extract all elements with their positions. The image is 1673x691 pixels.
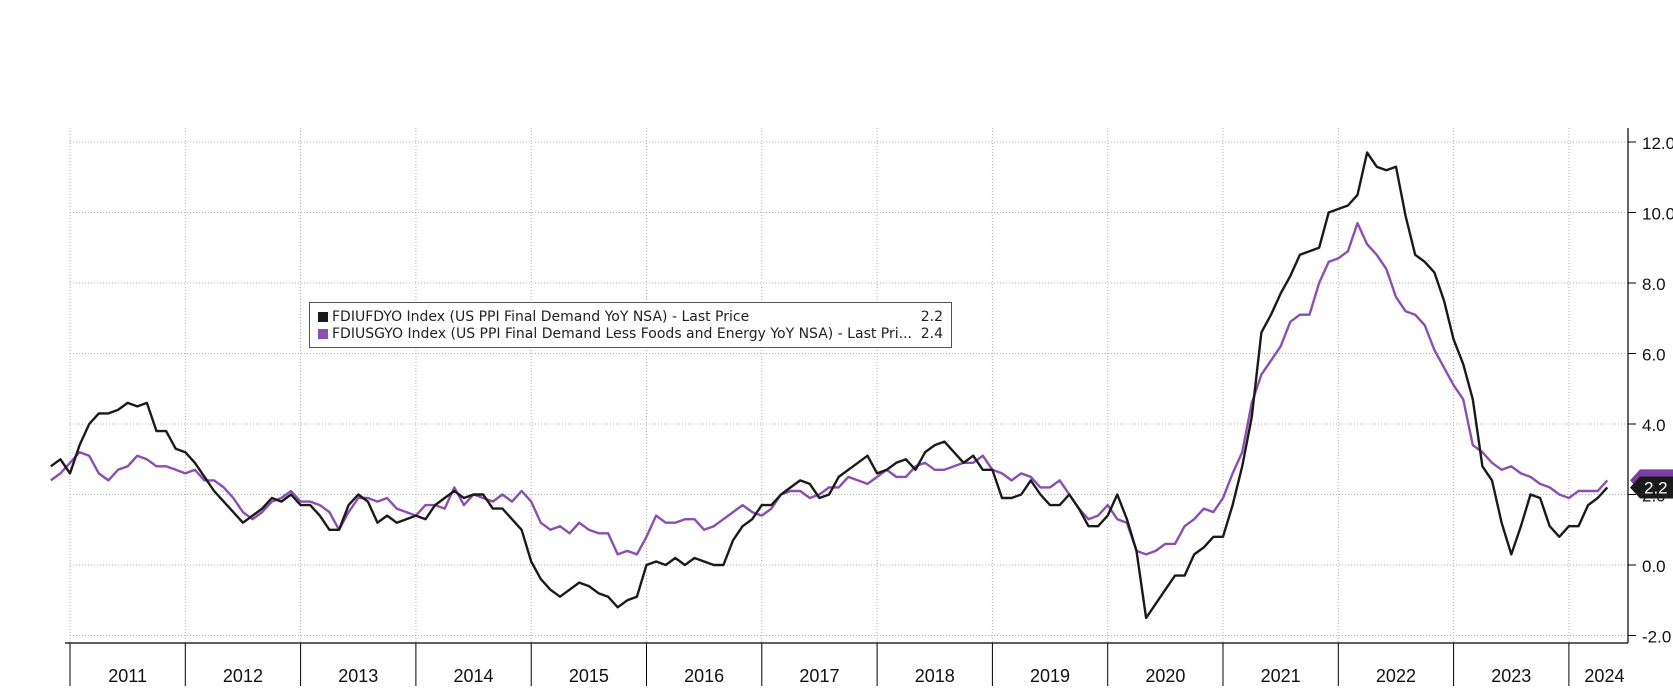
last-value-tag-series-1 bbox=[1630, 476, 1673, 499]
legend-entry-series-2: FDIUSGYO Index (US PPI Final Demand Less… bbox=[318, 325, 943, 342]
x-tick-label: 2021 bbox=[1261, 666, 1301, 686]
y-tick-label: 12.0 bbox=[1642, 134, 1673, 153]
legend-label-series-2: FDIUSGYO Index (US PPI Final Demand Less… bbox=[332, 325, 912, 342]
y-tick-label: 0.0 bbox=[1642, 557, 1666, 576]
series-line-2 bbox=[50, 221, 1609, 556]
legend-swatch-series-1 bbox=[318, 311, 328, 322]
legend-entry-series-1: FDIUFDYO Index (US PPI Final Demand YoY … bbox=[318, 308, 943, 325]
x-tick-label: 2023 bbox=[1491, 666, 1531, 686]
x-tick-label: 2022 bbox=[1376, 666, 1416, 686]
x-tick-label: 2014 bbox=[454, 666, 494, 686]
legend-swatch-series-2 bbox=[318, 328, 328, 339]
axes: 12.010.08.06.04.02.00.0-2.02011201220132… bbox=[65, 128, 1673, 686]
x-tick-label: 2019 bbox=[1030, 666, 1070, 686]
x-tick-label: 2012 bbox=[223, 666, 263, 686]
series-lines bbox=[50, 151, 1609, 620]
x-tick-label: 2016 bbox=[684, 666, 724, 686]
x-tick-label: 2024 bbox=[1584, 666, 1624, 686]
last-value-label-series-1: 2.2 bbox=[1644, 478, 1668, 497]
x-tick-label: 2011 bbox=[108, 666, 147, 686]
legend-label-series-1: FDIUFDYO Index (US PPI Final Demand YoY … bbox=[332, 308, 750, 325]
y-tick-label: 8.0 bbox=[1642, 275, 1666, 294]
x-tick-label: 2017 bbox=[799, 666, 839, 686]
y-tick-label: 4.0 bbox=[1642, 416, 1666, 435]
x-tick-label: 2020 bbox=[1145, 666, 1185, 686]
grid bbox=[69, 128, 1628, 643]
x-tick-label: 2013 bbox=[338, 666, 378, 686]
legend: FDIUFDYO Index (US PPI Final Demand YoY … bbox=[309, 302, 952, 348]
legend-value-series-2: 2.4 bbox=[920, 325, 943, 342]
y-tick-label: 10.0 bbox=[1642, 205, 1673, 224]
legend-value-series-1: 2.2 bbox=[920, 308, 943, 325]
series-line-1 bbox=[50, 151, 1609, 620]
y-tick-label: -2.0 bbox=[1642, 628, 1671, 647]
y-tick-label: 6.0 bbox=[1642, 346, 1666, 365]
x-tick-label: 2018 bbox=[915, 666, 955, 686]
x-tick-label: 2015 bbox=[569, 666, 609, 686]
